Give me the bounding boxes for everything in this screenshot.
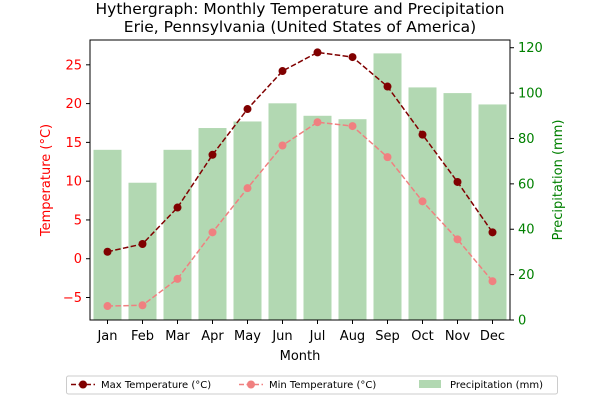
precipitation-bar-feb xyxy=(128,182,157,320)
max-temperature-point-may xyxy=(243,105,252,114)
x-tick-label-nov: Nov xyxy=(445,329,471,344)
y-right-tick-label-100: 100 xyxy=(518,87,543,102)
precipitation-bar-mar xyxy=(163,149,192,320)
max-temperature-line xyxy=(107,51,494,253)
min-temperature-point-feb xyxy=(138,301,147,310)
x-tick-label-aug: Aug xyxy=(340,329,365,344)
min-temperature-point-oct xyxy=(418,197,427,206)
max-temperature-point-apr xyxy=(208,150,217,159)
legend-precipitation-swatch xyxy=(419,380,441,388)
min-temperature-point-may xyxy=(243,184,252,193)
min-temperature-point-jan xyxy=(103,302,112,311)
y-right-tick-label-80: 80 xyxy=(518,132,535,147)
legend-precipitation-label: Precipitation (mm) xyxy=(450,380,543,391)
x-axis-label: Month xyxy=(280,349,321,364)
y-left-tick-label-10: 10 xyxy=(65,175,82,190)
max-temperature-point-feb xyxy=(138,239,147,248)
chart-axes: Jan Feb Mar Apr May Jun Jul Aug Sep Oct Nov Dec −5 0 5… xyxy=(63,39,543,344)
precipitation-bar-jan xyxy=(93,149,122,320)
precipitation-bar-aug xyxy=(338,119,367,320)
precipitation-bar-dec xyxy=(478,104,507,320)
y-axis-left-label: Temperature (°C) xyxy=(39,124,54,237)
precipitation-bar-apr xyxy=(198,128,227,320)
chart-subtitle: Erie, Pennsylvania (United States of Ame… xyxy=(124,18,476,36)
chart-legend: Max Temperature (°C) Min Temperature (°C… xyxy=(66,375,558,395)
y-right-tick-label-20: 20 xyxy=(518,268,535,283)
max-temperature-point-jan xyxy=(103,247,112,256)
min-temperature-point-sep xyxy=(383,153,392,162)
max-temperature-point-oct xyxy=(418,130,427,139)
y-left-tick-label-25: 25 xyxy=(65,58,82,73)
x-tick-label-dec: Dec xyxy=(480,329,505,344)
x-tick-label-apr: Apr xyxy=(201,329,224,344)
legend-max-temperature-label: Max Temperature (°C) xyxy=(101,380,211,391)
max-temperature-point-mar xyxy=(173,203,182,212)
precipitation-bar-jul xyxy=(303,115,332,320)
x-tick-label-may: May xyxy=(234,329,261,344)
y-right-tick-label-40: 40 xyxy=(518,223,535,238)
x-tick-label-mar: Mar xyxy=(165,329,190,344)
min-temperature-point-mar xyxy=(173,274,182,283)
x-tick-label-jun: Jun xyxy=(271,329,292,344)
min-temperature-point-nov xyxy=(453,235,462,244)
y-right-tick-label-0: 0 xyxy=(518,314,526,329)
chart-title: Hythergraph: Monthly Temperature and Pre… xyxy=(96,0,505,18)
y-left-tick-label-20: 20 xyxy=(65,97,82,112)
precipitation-bar-jun xyxy=(268,103,297,320)
max-temperature-point-aug xyxy=(348,53,357,62)
plot-frame xyxy=(89,39,511,321)
min-temperature-point-dec xyxy=(488,277,497,286)
min-temperature-point-jul xyxy=(313,118,322,127)
precipitation-bar-nov xyxy=(443,93,472,320)
max-temperature-point-nov xyxy=(453,177,462,186)
y-left-tick-label-5: 5 xyxy=(74,213,82,228)
x-tick-label-sep: Sep xyxy=(375,329,400,344)
min-temperature-point-aug xyxy=(348,122,357,131)
y-right-tick-label-60: 60 xyxy=(518,177,535,192)
legend-min-temperature-label: Min Temperature (°C) xyxy=(269,380,376,391)
x-tick-label-jan: Jan xyxy=(96,329,117,344)
max-temperature-point-jun xyxy=(278,67,287,76)
x-tick-label-feb: Feb xyxy=(131,329,154,344)
min-temperature-point-apr xyxy=(208,228,217,237)
x-tick-label-oct: Oct xyxy=(411,329,433,344)
precipitation-bars xyxy=(93,53,507,321)
max-temperature-point-sep xyxy=(383,82,392,91)
precipitation-bar-may xyxy=(233,121,262,320)
y-left-tick-label-0: 0 xyxy=(74,252,82,267)
y-right-tick-label-120: 120 xyxy=(518,41,543,56)
legend-max-point-marker xyxy=(79,380,87,389)
max-temperature-point-dec xyxy=(488,228,497,237)
y-left-tick-label-15: 15 xyxy=(65,136,82,151)
min-temperature-line xyxy=(107,121,494,307)
precipitation-bar-sep xyxy=(373,53,402,320)
min-temperature-point-jun xyxy=(278,141,287,150)
legend-min-point-marker xyxy=(247,380,255,389)
max-temperature-point-jul xyxy=(313,48,322,57)
temperature-lines xyxy=(103,48,497,311)
y-axis-right-label: Precipitation (mm) xyxy=(551,120,566,241)
x-tick-label-jul: Jul xyxy=(309,329,326,344)
y-left-tick-label--5: −5 xyxy=(63,291,82,306)
